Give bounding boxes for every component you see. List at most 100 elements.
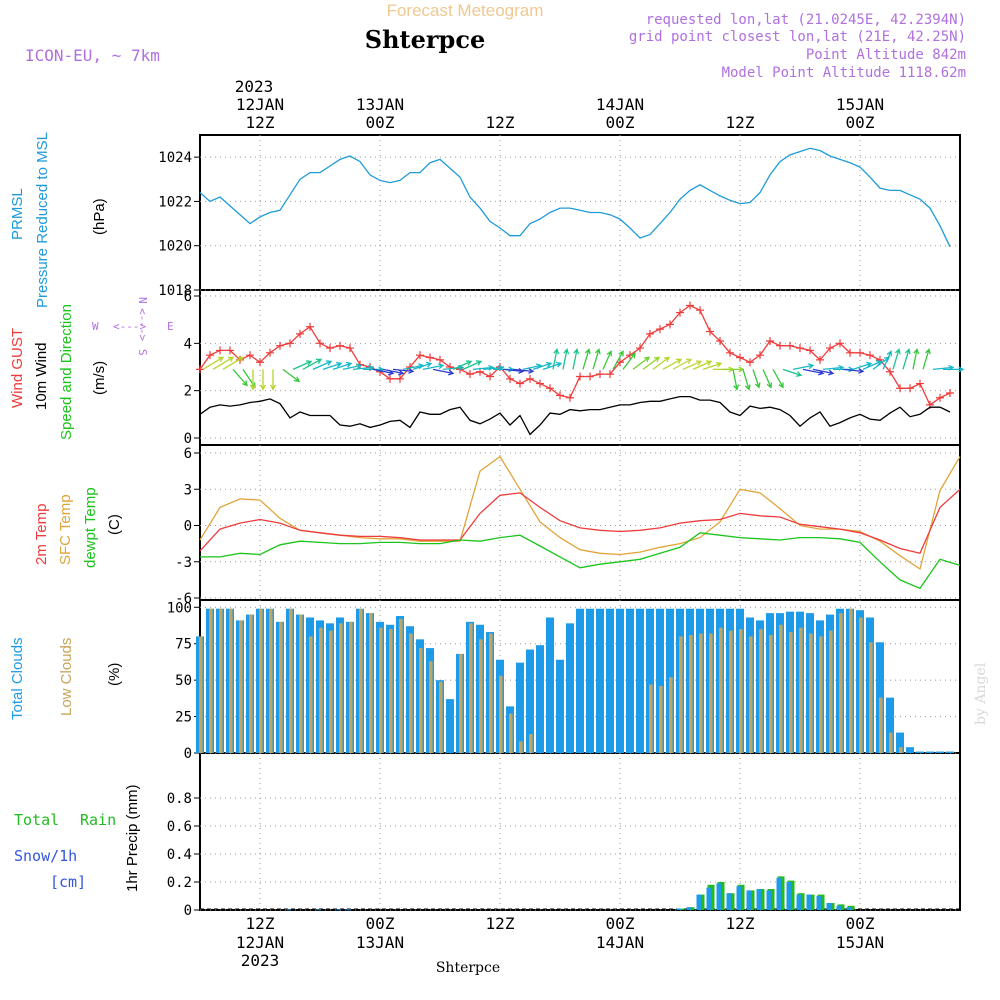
gust-marker — [596, 370, 604, 379]
gust-marker — [906, 384, 914, 393]
gust-marker — [796, 344, 804, 353]
bottom-hour-label: 00Z — [606, 914, 635, 933]
bar-total-clouds — [516, 662, 524, 753]
bottom-hour-label: 12Z — [246, 914, 275, 933]
bar-total-precip — [336, 909, 341, 911]
bar-total-precip — [716, 883, 721, 910]
gust-marker — [276, 341, 284, 350]
compass-w: W — [92, 320, 99, 333]
gust-marker — [886, 367, 894, 376]
bar-total-precip — [676, 908, 681, 910]
bar-total-precip — [696, 894, 701, 910]
gust-marker — [316, 339, 324, 348]
gust-marker — [556, 391, 564, 400]
ytick-label: 25 — [175, 710, 192, 726]
bar-total-clouds — [636, 608, 644, 753]
wind-arrow — [842, 368, 865, 374]
ytick-label: 100 — [167, 600, 192, 616]
bar-low-clouds — [869, 642, 873, 753]
wind-arrow — [552, 348, 560, 370]
bar-low-clouds — [779, 624, 783, 753]
bar-low-clouds — [649, 684, 653, 753]
gust-marker — [896, 384, 904, 393]
bar-low-clouds — [899, 747, 903, 753]
gust-marker — [196, 365, 204, 374]
bar-total-clouds — [576, 608, 584, 753]
wind-arrow — [732, 369, 740, 391]
bar-low-clouds — [379, 627, 383, 753]
gust-marker — [776, 341, 784, 350]
series-10m-wind — [199, 395, 951, 436]
gust-marker — [946, 389, 954, 398]
bar-total-precip — [286, 909, 291, 911]
bar-low-clouds — [419, 648, 423, 753]
chart-marks — [196, 148, 965, 911]
bar-low-clouds — [439, 681, 443, 753]
ytick-label: 3 — [184, 482, 192, 498]
wind-arrow — [232, 368, 248, 387]
compass-arrow-v: <---> — [136, 308, 149, 341]
gust-marker — [846, 348, 854, 357]
gust-marker — [686, 301, 694, 310]
wind-arrow — [772, 369, 784, 389]
requested-coords: requested lon,lat (21.0245E, 42.2394N) — [646, 12, 966, 28]
bar-low-clouds — [269, 608, 273, 753]
bar-total-precip — [846, 907, 851, 910]
wind-arrow — [922, 348, 931, 370]
gust-marker — [526, 374, 534, 383]
bar-low-clouds — [669, 677, 673, 753]
wind-arrow — [882, 350, 893, 370]
panel-frame-4 — [199, 752, 961, 911]
wind-arrow — [432, 368, 455, 376]
bar-low-clouds — [359, 608, 363, 753]
top-hour-label: 12Z — [246, 113, 275, 132]
bottom-date-label: 12JAN — [236, 933, 284, 952]
gust-marker — [646, 329, 654, 338]
bottom-year-label: 2023 — [241, 951, 280, 970]
bar-total-clouds — [916, 751, 924, 753]
point-altitude: Point Altitude 842m — [806, 47, 966, 63]
bar-low-clouds — [729, 630, 733, 753]
legend-snow: Snow/1h — [14, 847, 77, 865]
label-sfc-temp: SFC Temp — [57, 494, 74, 565]
bar-total-clouds — [586, 608, 594, 753]
wind-arrow — [472, 364, 495, 371]
wind-arrow — [292, 360, 313, 370]
bar-total-clouds — [546, 617, 554, 753]
ytick-label: 50 — [175, 673, 192, 689]
panel-frames: 10181020102210240246-6-3036025507510000.… — [158, 134, 961, 919]
bar-total-clouds — [526, 649, 534, 753]
ytick-label: 6 — [184, 289, 192, 305]
credit-watermark: by Angel — [973, 662, 989, 725]
gust-marker — [546, 384, 554, 393]
bar-low-clouds — [279, 621, 283, 753]
wind-arrow — [812, 368, 835, 376]
bar-low-clouds — [229, 608, 233, 753]
compass-n: N — [136, 297, 149, 304]
wind-arrow — [702, 361, 723, 370]
gust-marker — [216, 346, 224, 355]
label-wind-gust: Wind GUST — [9, 328, 26, 408]
bar-low-clouds — [349, 621, 353, 753]
bottom-station-label: Shterpce — [436, 960, 500, 976]
label-hpa: (hPa) — [91, 198, 108, 235]
bar-total-precip — [806, 894, 811, 910]
model-label: ICON-EU, ~ 7km — [25, 46, 160, 65]
gust-marker — [726, 348, 734, 357]
bar-low-clouds — [519, 741, 523, 753]
label-total-clouds: Total Clouds — [9, 637, 26, 720]
wind-arrow — [572, 348, 580, 370]
gust-marker — [676, 308, 684, 317]
ytick-label: 2 — [184, 384, 192, 400]
bar-total-clouds — [556, 659, 564, 753]
wind-arrow — [792, 363, 815, 371]
wind-arrow — [782, 368, 803, 377]
gust-marker — [346, 344, 354, 353]
wind-arrow — [632, 356, 651, 370]
wind-arrow — [302, 358, 323, 370]
bar-low-clouds — [469, 623, 473, 753]
bar-total-clouds — [536, 645, 544, 753]
wind-arrow — [892, 348, 901, 370]
bar-low-clouds — [879, 697, 883, 753]
ytick-label: -6 — [175, 591, 192, 607]
